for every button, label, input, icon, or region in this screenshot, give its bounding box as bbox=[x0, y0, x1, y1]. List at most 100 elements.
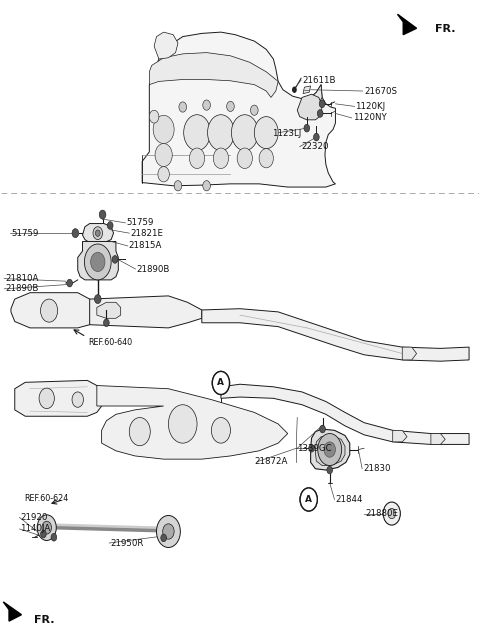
Circle shape bbox=[161, 534, 167, 542]
Text: FR.: FR. bbox=[435, 24, 455, 34]
Circle shape bbox=[149, 110, 159, 123]
Circle shape bbox=[184, 114, 210, 150]
Text: 21872A: 21872A bbox=[254, 457, 288, 466]
Circle shape bbox=[153, 115, 174, 143]
Polygon shape bbox=[221, 385, 469, 444]
Polygon shape bbox=[154, 32, 178, 59]
Circle shape bbox=[37, 515, 56, 541]
Polygon shape bbox=[15, 381, 102, 416]
Text: 21830: 21830 bbox=[363, 464, 391, 473]
Circle shape bbox=[96, 230, 100, 237]
Circle shape bbox=[203, 100, 210, 110]
Text: 1140JA: 1140JA bbox=[21, 525, 51, 534]
Text: 21950R: 21950R bbox=[110, 539, 144, 548]
Circle shape bbox=[95, 294, 101, 303]
Text: A: A bbox=[217, 379, 225, 388]
Polygon shape bbox=[3, 602, 22, 621]
Circle shape bbox=[320, 425, 325, 433]
Circle shape bbox=[72, 392, 84, 407]
Text: 1120KJ: 1120KJ bbox=[356, 102, 385, 111]
Polygon shape bbox=[97, 302, 120, 318]
Circle shape bbox=[211, 417, 230, 443]
Circle shape bbox=[40, 299, 58, 322]
Circle shape bbox=[388, 509, 396, 519]
Polygon shape bbox=[149, 53, 278, 98]
Circle shape bbox=[251, 105, 258, 115]
Circle shape bbox=[163, 524, 174, 539]
Polygon shape bbox=[431, 433, 445, 444]
Polygon shape bbox=[311, 85, 322, 107]
Text: 1339GC: 1339GC bbox=[297, 444, 332, 453]
Polygon shape bbox=[297, 95, 322, 120]
Circle shape bbox=[212, 372, 229, 395]
Circle shape bbox=[91, 252, 105, 271]
Polygon shape bbox=[202, 309, 469, 361]
Text: A: A bbox=[305, 495, 312, 504]
Polygon shape bbox=[97, 386, 288, 459]
Circle shape bbox=[383, 502, 400, 525]
Circle shape bbox=[231, 114, 258, 150]
Text: A: A bbox=[217, 379, 225, 388]
Circle shape bbox=[300, 488, 317, 511]
Circle shape bbox=[99, 210, 106, 219]
Circle shape bbox=[304, 124, 310, 132]
Circle shape bbox=[129, 417, 150, 446]
Polygon shape bbox=[303, 86, 311, 94]
Circle shape bbox=[108, 222, 113, 230]
Circle shape bbox=[104, 319, 109, 327]
Text: 21880E: 21880E bbox=[365, 509, 398, 518]
Circle shape bbox=[309, 444, 314, 452]
Text: REF.60-640: REF.60-640 bbox=[89, 338, 133, 347]
Circle shape bbox=[227, 101, 234, 111]
Circle shape bbox=[237, 148, 252, 168]
Circle shape bbox=[39, 388, 54, 408]
Polygon shape bbox=[397, 14, 417, 35]
Circle shape bbox=[112, 255, 118, 263]
Circle shape bbox=[207, 114, 234, 150]
Text: 21890B: 21890B bbox=[5, 284, 38, 293]
Circle shape bbox=[300, 488, 317, 511]
Polygon shape bbox=[83, 224, 114, 243]
Circle shape bbox=[93, 227, 103, 240]
Polygon shape bbox=[393, 430, 407, 442]
Polygon shape bbox=[402, 347, 417, 360]
Circle shape bbox=[319, 100, 325, 107]
Polygon shape bbox=[142, 32, 336, 187]
Text: 21611B: 21611B bbox=[302, 76, 336, 85]
Circle shape bbox=[156, 516, 180, 547]
Circle shape bbox=[317, 109, 323, 117]
Circle shape bbox=[254, 116, 278, 149]
Circle shape bbox=[324, 442, 336, 457]
Circle shape bbox=[212, 372, 229, 395]
Polygon shape bbox=[11, 293, 97, 328]
Text: REF.60-624: REF.60-624 bbox=[24, 494, 69, 503]
Circle shape bbox=[203, 181, 210, 191]
Circle shape bbox=[174, 181, 182, 191]
Text: 21821E: 21821E bbox=[130, 229, 163, 238]
Circle shape bbox=[327, 466, 333, 474]
Circle shape bbox=[213, 148, 228, 168]
Circle shape bbox=[190, 148, 204, 168]
Polygon shape bbox=[315, 435, 345, 466]
Text: 51759: 51759 bbox=[126, 219, 154, 228]
Circle shape bbox=[72, 229, 79, 238]
Text: 21670S: 21670S bbox=[364, 87, 397, 96]
Text: 21810A: 21810A bbox=[5, 274, 38, 283]
Text: A: A bbox=[305, 495, 312, 504]
Circle shape bbox=[292, 87, 297, 93]
Circle shape bbox=[313, 133, 319, 141]
Text: 21815A: 21815A bbox=[129, 242, 162, 251]
Text: 21844: 21844 bbox=[336, 495, 363, 504]
Circle shape bbox=[155, 143, 172, 167]
Circle shape bbox=[42, 521, 51, 534]
Circle shape bbox=[51, 534, 57, 541]
Text: FR.: FR. bbox=[34, 615, 54, 626]
Circle shape bbox=[318, 433, 342, 466]
Circle shape bbox=[259, 149, 274, 168]
Text: 1120NY: 1120NY bbox=[353, 113, 386, 122]
Text: 21920: 21920 bbox=[21, 513, 48, 522]
Polygon shape bbox=[90, 296, 202, 328]
Text: 21890B: 21890B bbox=[136, 264, 170, 273]
Text: 1123LJ: 1123LJ bbox=[272, 129, 301, 138]
Circle shape bbox=[168, 404, 197, 443]
